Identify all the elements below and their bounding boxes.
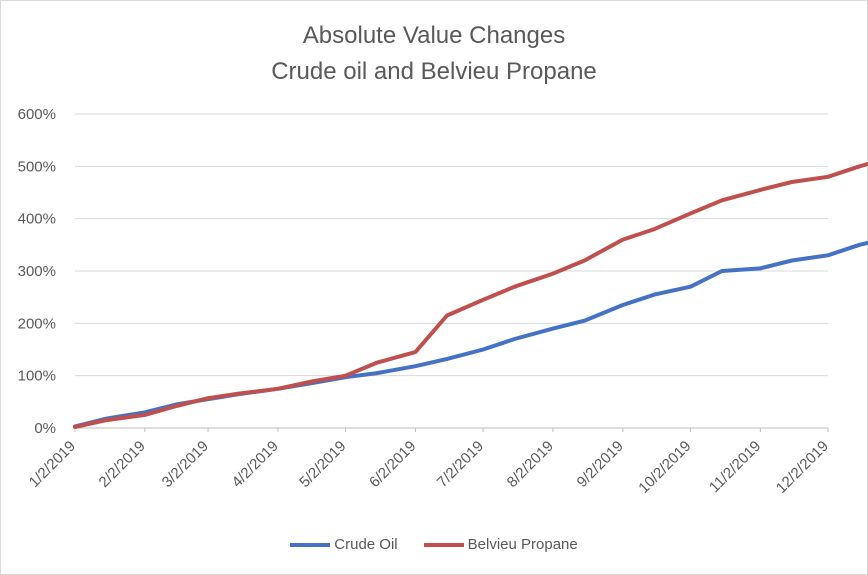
legend-swatch-crude-oil: [290, 542, 331, 547]
x-tick-label: 11/2/2019: [706, 438, 764, 496]
y-tick-label: 500%: [18, 158, 56, 175]
series-line-crude-oil: [73, 240, 868, 429]
x-tick-label: 8/2/2019: [504, 438, 557, 491]
x-tick-label: 1/2/2019: [26, 438, 79, 491]
legend-label-crude-oil: Crude Oil: [334, 536, 398, 553]
y-tick-label: 0%: [34, 420, 56, 437]
legend: Crude Oil Belvieu Propane: [0, 536, 868, 553]
legend-swatch-belvieu-propane: [423, 542, 464, 547]
x-tick-label: 9/2/2019: [574, 438, 627, 491]
y-tick-label: 100%: [18, 368, 56, 385]
x-tick-label: 3/2/2019: [159, 438, 212, 491]
x-tick-label: 6/2/2019: [366, 438, 419, 491]
series-line-belvieu-propane: [73, 161, 868, 429]
x-tick-label: 5/2/2019: [296, 438, 349, 491]
y-tick-label: 300%: [18, 263, 56, 280]
chart-title: Absolute Value Changes: [302, 22, 566, 49]
legend-item-crude-oil: Crude Oil: [290, 536, 398, 553]
x-tick-label: 12/2/2019: [773, 438, 832, 497]
legend-item-belvieu-propane: Belvieu Propane: [423, 536, 578, 553]
legend-label-belvieu-propane: Belvieu Propane: [467, 536, 578, 553]
x-tick-label: 4/2/2019: [229, 438, 282, 491]
x-tick-label: 10/2/2019: [635, 438, 694, 497]
y-tick-label: 600%: [18, 106, 56, 123]
y-tick-label: 200%: [18, 315, 56, 332]
x-tick-label: 2/2/2019: [96, 438, 149, 491]
y-tick-label: 400%: [18, 211, 56, 228]
x-tick-label: 7/2/2019: [434, 438, 487, 491]
chart-subtitle: Crude oil and Belvieu Propane: [271, 58, 597, 85]
